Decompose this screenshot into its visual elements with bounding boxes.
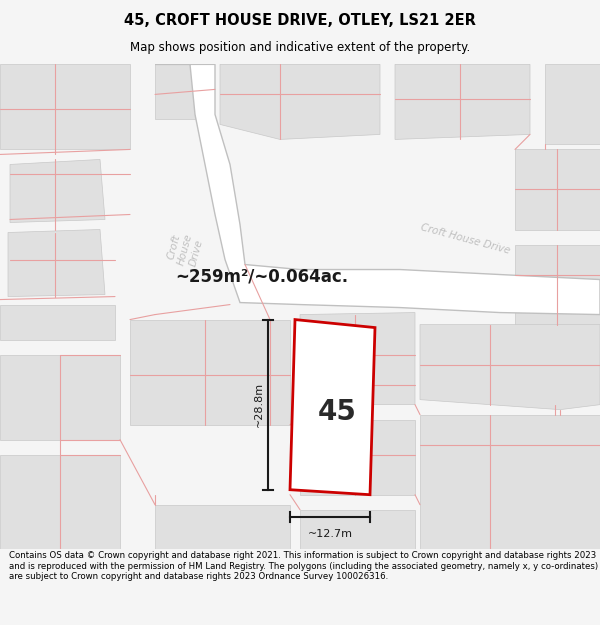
Text: Croft
House
Drive: Croft House Drive [165, 229, 205, 269]
Polygon shape [395, 64, 530, 139]
Text: Map shows position and indicative extent of the property.: Map shows position and indicative extent… [130, 41, 470, 54]
Polygon shape [0, 354, 120, 439]
Polygon shape [300, 419, 415, 495]
Polygon shape [155, 64, 195, 119]
Polygon shape [0, 454, 120, 549]
Text: ~12.7m: ~12.7m [308, 529, 353, 539]
Polygon shape [155, 64, 600, 314]
Text: ~259m²/~0.064ac.: ~259m²/~0.064ac. [175, 268, 348, 286]
Polygon shape [130, 319, 290, 424]
Polygon shape [420, 324, 600, 409]
Polygon shape [220, 64, 380, 139]
Text: ~28.8m: ~28.8m [254, 382, 264, 428]
Polygon shape [300, 312, 415, 404]
Polygon shape [290, 319, 375, 495]
Polygon shape [515, 149, 600, 229]
Text: Croft House Drive: Croft House Drive [419, 222, 511, 256]
Polygon shape [420, 414, 600, 549]
Polygon shape [8, 229, 105, 296]
Text: 45, CROFT HOUSE DRIVE, OTLEY, LS21 2ER: 45, CROFT HOUSE DRIVE, OTLEY, LS21 2ER [124, 13, 476, 28]
Polygon shape [0, 64, 130, 149]
Polygon shape [515, 244, 600, 324]
Polygon shape [545, 64, 600, 144]
Text: 45: 45 [318, 398, 357, 426]
Text: Contains OS data © Crown copyright and database right 2021. This information is : Contains OS data © Crown copyright and d… [9, 551, 598, 581]
Polygon shape [300, 510, 415, 549]
Polygon shape [10, 159, 105, 222]
Polygon shape [155, 505, 290, 549]
Polygon shape [0, 304, 115, 339]
